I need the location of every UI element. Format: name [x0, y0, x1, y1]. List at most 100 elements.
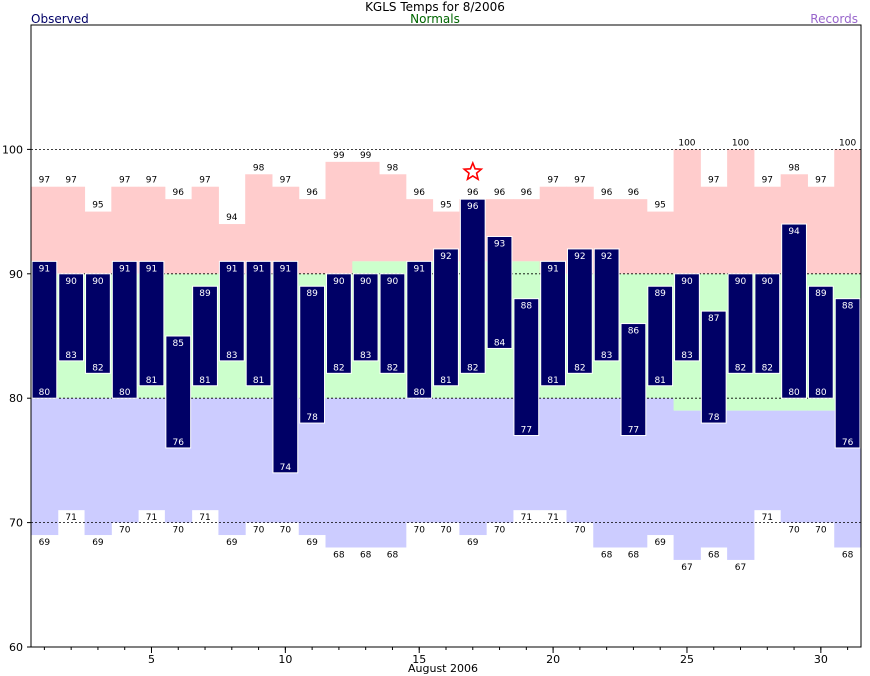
obs-low-label-18: 84: [494, 338, 506, 348]
record-low-band-8: [218, 398, 246, 536]
record-high-band-6: [164, 199, 193, 274]
record-high-label-26: 97: [708, 176, 719, 186]
record-low-label-30: 70: [815, 526, 827, 536]
record-high-band-4: [111, 186, 139, 274]
y-tick-label-70: 70: [9, 517, 23, 530]
obs-high-label-19: 88: [521, 302, 533, 312]
obs-high-label-25: 90: [681, 277, 693, 287]
obs-low-label-17: 82: [467, 363, 478, 373]
obs-low-label-10: 74: [280, 463, 292, 473]
record-high-label-2: 97: [65, 176, 76, 186]
obs-high-label-6: 85: [173, 339, 184, 349]
obs-low-label-12: 82: [333, 363, 344, 373]
record-low-label-22: 68: [601, 550, 613, 560]
record-high-label-29: 98: [788, 163, 800, 173]
observed-bars-layer: [31, 198, 861, 474]
record-high-band-2: [57, 186, 86, 274]
record-low-band-7: [191, 398, 219, 511]
record-low-band-16: [432, 398, 460, 523]
record-low-band-9: [245, 398, 273, 523]
axes-layer: 60 70 80 90 100 5 10 15 20 25 30: [2, 24, 862, 666]
observed-bar-30: [807, 285, 834, 399]
y-tick-label-60: 60: [9, 641, 23, 654]
record-high-band-26: [700, 186, 728, 274]
observed-bar-27: [727, 273, 754, 374]
record-high-label-28: 97: [762, 176, 773, 186]
record-low-label-24: 69: [654, 538, 666, 548]
observed-bar-31: [834, 298, 861, 449]
y-tick-label-90: 90: [9, 268, 23, 281]
record-low-label-29: 70: [788, 526, 800, 536]
record-low-band-14: [379, 398, 407, 548]
observed-bar-28: [754, 273, 781, 374]
observed-bar-11: [299, 285, 326, 424]
obs-high-label-17: 96: [467, 202, 479, 212]
record-high-band-10: [271, 186, 300, 274]
record-low-label-7: 71: [199, 513, 210, 523]
obs-low-label-2: 83: [65, 351, 76, 361]
y-tick-label-100: 100: [2, 143, 23, 156]
obs-high-label-13: 90: [360, 277, 372, 287]
obs-low-label-5: 81: [146, 376, 157, 386]
record-low-band-22: [593, 398, 621, 548]
observed-bar-16: [433, 248, 459, 387]
record-high-label-30: 97: [815, 176, 826, 186]
observed-bar-5: [138, 260, 165, 387]
x-tick-label-25: 25: [680, 653, 694, 666]
record-low-label-15: 70: [413, 526, 425, 536]
obs-high-label-9: 91: [253, 264, 264, 274]
obs-low-label-24: 81: [654, 376, 665, 386]
observed-bar-7: [192, 285, 218, 387]
record-low-label-19: 71: [521, 513, 532, 523]
obs-low-label-19: 77: [521, 426, 532, 436]
record-low-label-11: 69: [306, 538, 318, 548]
record-low-label-20: 71: [547, 513, 558, 523]
observed-bar-21: [566, 248, 593, 374]
record-low-label-16: 70: [440, 526, 452, 536]
x-tick-label-20: 20: [546, 653, 560, 666]
labels-layer: 91 80 97 69 90 83 97 71 90 82 95 69 91 80 97 70 91 81 97 71…: [39, 138, 857, 573]
observed-bar-18: [486, 235, 513, 349]
record-high-band-23: [620, 199, 648, 274]
record-low-band-12: [325, 398, 353, 548]
record-high-label-14: 98: [387, 163, 399, 173]
record-high-band-11: [298, 199, 327, 274]
record-high-band-7: [191, 186, 219, 274]
record-high-band-13: [352, 161, 380, 262]
observed-bar-17: [459, 198, 486, 374]
obs-high-label-1: 91: [39, 264, 50, 274]
record-high-label-8: 94: [226, 213, 238, 223]
record-high-label-10: 97: [280, 176, 291, 186]
record-low-band-15: [405, 398, 434, 523]
obs-low-label-7: 81: [199, 376, 210, 386]
record-high-band-20: [539, 186, 567, 274]
record-high-label-1: 97: [39, 176, 50, 186]
record-low-label-2: 71: [65, 513, 76, 523]
record-low-label-31: 68: [842, 550, 854, 560]
record-low-label-27: 67: [735, 563, 746, 573]
record-high-band-27: [727, 149, 755, 274]
record-high-label-22: 96: [601, 188, 613, 198]
record-low-label-18: 70: [494, 526, 506, 536]
record-low-band-18: [486, 398, 514, 523]
record-high-label-6: 96: [173, 188, 185, 198]
obs-low-label-3: 82: [92, 363, 103, 373]
record-low-label-14: 68: [387, 550, 399, 560]
observed-bar-15: [406, 260, 433, 399]
obs-high-label-26: 87: [708, 314, 719, 324]
obs-low-label-8: 83: [226, 351, 237, 361]
record-low-label-12: 68: [333, 550, 345, 560]
observed-bar-26: [700, 310, 727, 424]
observed-bar-24: [647, 285, 674, 387]
record-high-label-9: 98: [253, 163, 265, 173]
obs-low-label-15: 80: [413, 388, 425, 398]
obs-low-label-23: 77: [628, 426, 639, 436]
obs-high-label-11: 89: [306, 289, 318, 299]
observed-bar-20: [540, 260, 566, 387]
record-low-band-5: [138, 398, 166, 511]
obs-high-label-30: 89: [815, 289, 827, 299]
obs-low-label-28: 82: [762, 363, 773, 373]
observed-bar-13: [352, 273, 379, 362]
record-high-band-25: [673, 149, 701, 274]
